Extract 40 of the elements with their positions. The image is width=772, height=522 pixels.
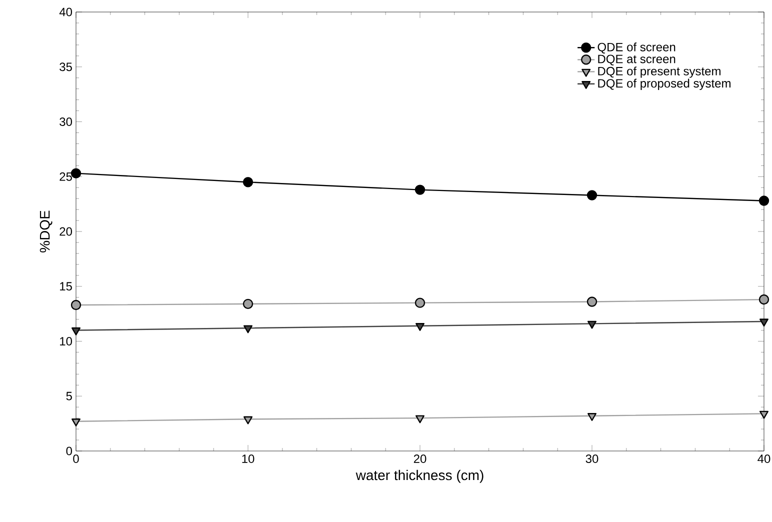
point <box>242 177 254 188</box>
point <box>70 168 82 178</box>
point <box>72 418 81 426</box>
point <box>244 416 252 424</box>
point <box>242 298 254 310</box>
point <box>758 196 770 206</box>
point <box>759 410 768 419</box>
legend-label: DQE at screen <box>598 54 676 66</box>
point <box>586 296 598 307</box>
point <box>416 323 424 331</box>
x-tick-label: 20 <box>414 454 426 464</box>
y-tick-label: 20 <box>60 227 72 236</box>
point <box>414 184 426 195</box>
x-axis-title: water thickness (cm) <box>356 470 484 483</box>
point <box>758 294 770 305</box>
point <box>244 325 252 334</box>
x-tick-label: 0 <box>73 454 79 464</box>
point <box>759 318 768 327</box>
y-tick-label: 35 <box>60 62 72 72</box>
y-tick-label: 5 <box>66 392 72 400</box>
y-tick-label: 25 <box>60 172 72 181</box>
y-axis-title: %DQE <box>40 210 52 252</box>
y-tick-label: 15 <box>60 282 72 291</box>
x-tick-label: 40 <box>758 454 770 464</box>
point <box>587 413 596 421</box>
point <box>587 320 596 329</box>
point <box>414 298 426 308</box>
y-tick-label: 10 <box>60 336 72 346</box>
point <box>70 300 82 310</box>
y-tick-label: 0 <box>66 446 72 456</box>
y-tick-label: 30 <box>60 118 72 126</box>
point <box>72 327 81 336</box>
y-tick-label: 40 <box>59 8 72 16</box>
point <box>416 415 424 424</box>
x-tick-label: 10 <box>242 454 254 464</box>
legend-label: QDE of screen <box>598 42 676 54</box>
x-tick-label: 30 <box>586 454 598 464</box>
legend-label: DQE of present system <box>598 66 720 78</box>
point <box>586 190 598 200</box>
legend-label: DQE of proposed system <box>598 78 730 90</box>
